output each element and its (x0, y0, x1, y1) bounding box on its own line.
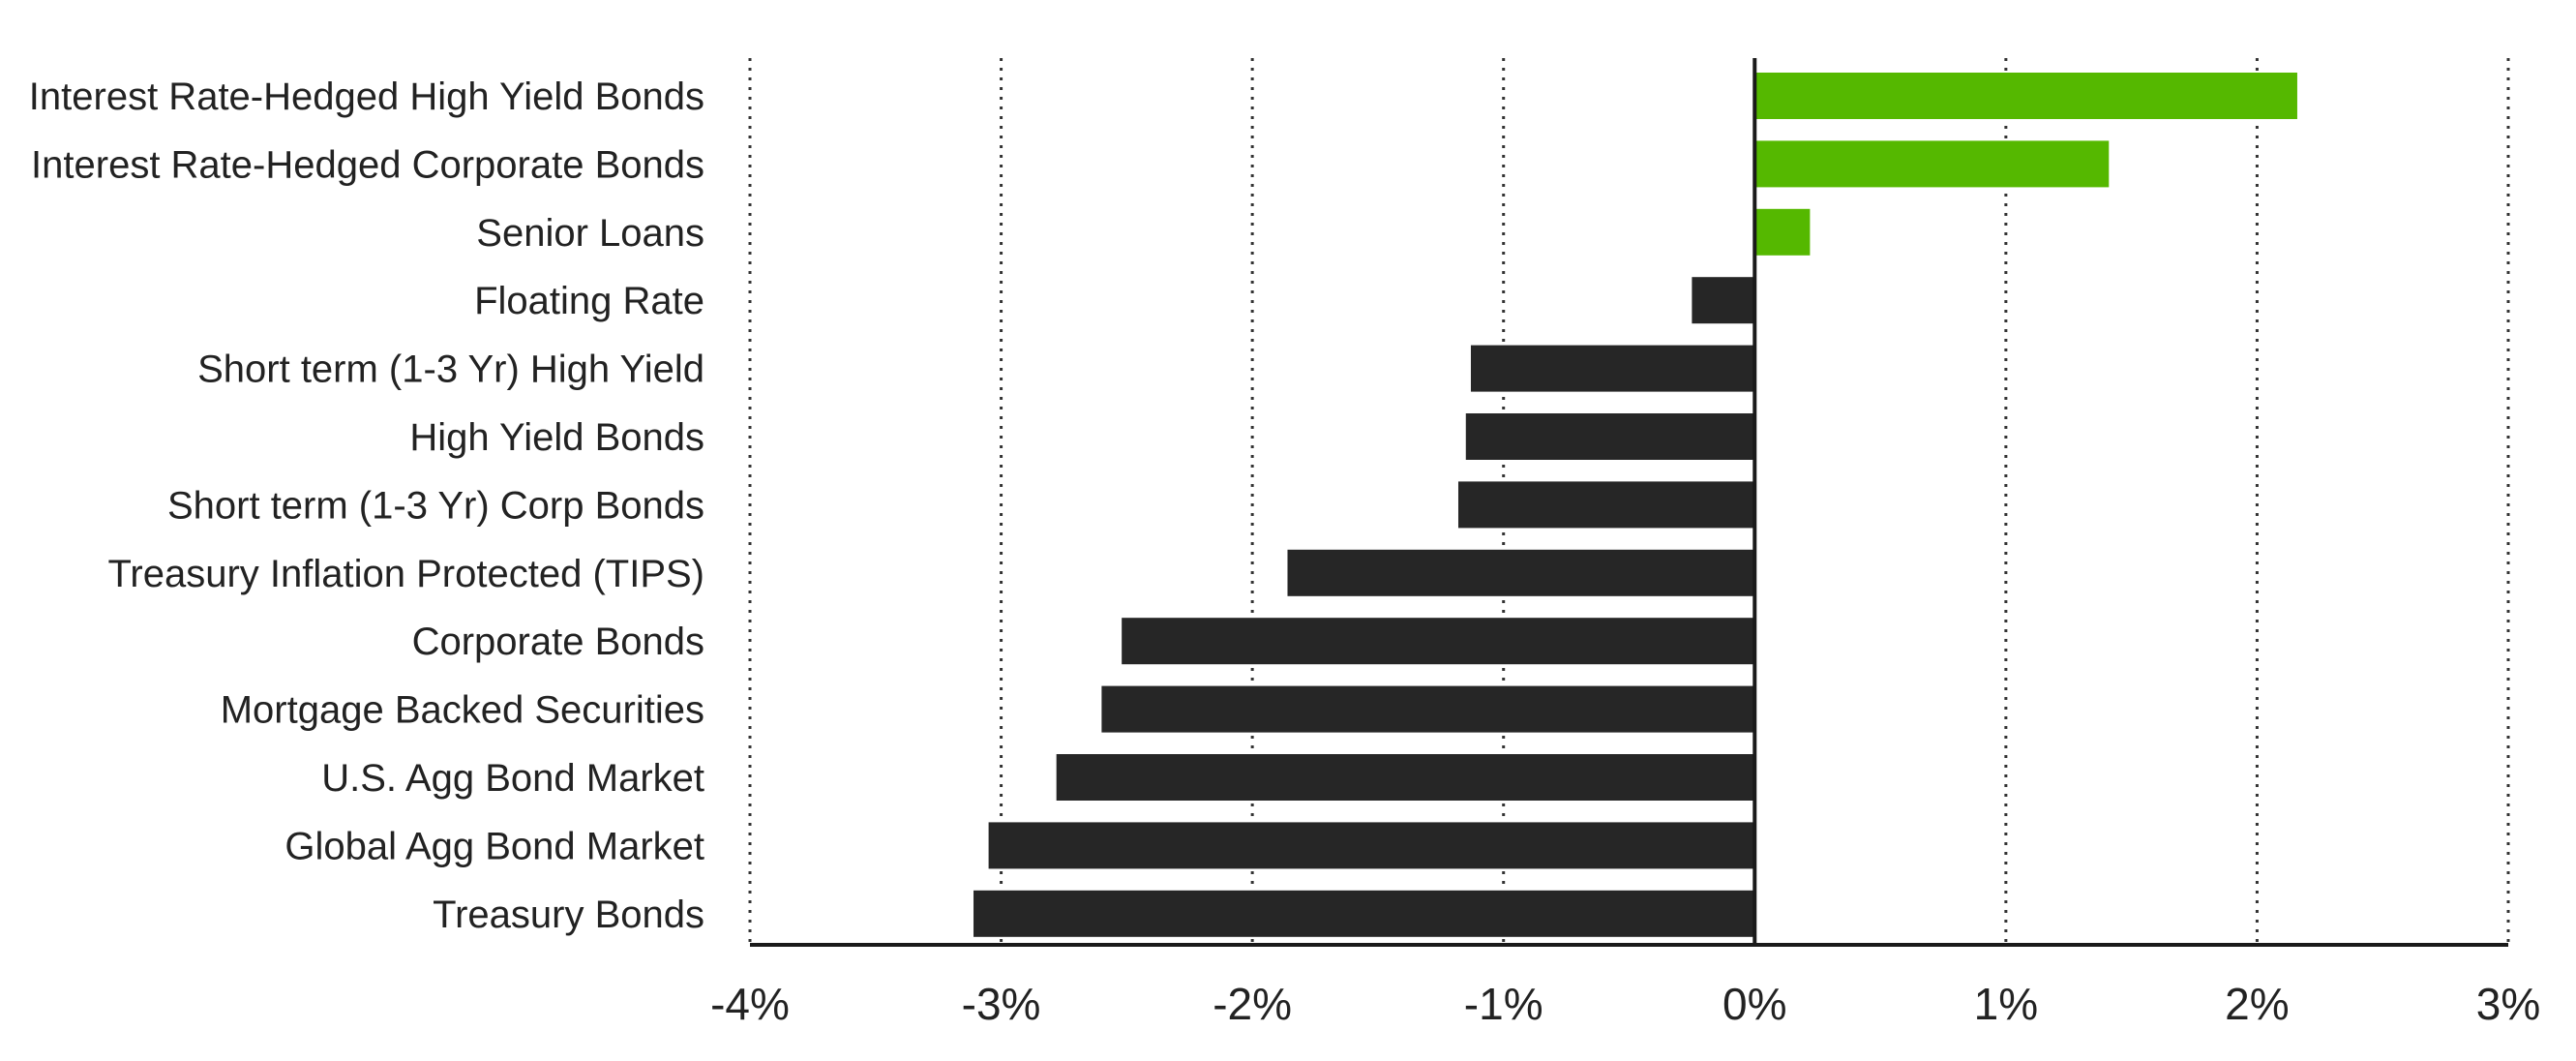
category-label: High Yield Bonds (409, 416, 704, 459)
x-tick-label: -3% (962, 979, 1041, 1029)
x-tick-label: 2% (2225, 979, 2289, 1029)
category-label: U.S. Agg Bond Market (321, 757, 704, 800)
category-label: Mortgage Backed Securities (221, 689, 704, 732)
bar (973, 890, 1755, 937)
bar (1101, 685, 1755, 733)
category-label: Interest Rate-Hedged Corporate Bonds (31, 143, 704, 186)
category-label: Treasury Inflation Protected (TIPS) (107, 553, 704, 595)
bar (1457, 481, 1755, 529)
bar (1287, 549, 1755, 596)
bar (1470, 345, 1755, 392)
category-label: Interest Rate-Hedged High Yield Bonds (29, 76, 704, 118)
x-tick-label: -4% (710, 979, 790, 1029)
bar (1754, 140, 2110, 188)
bar (1056, 754, 1755, 801)
x-tick-label: -2% (1213, 979, 1292, 1029)
bar (1465, 413, 1755, 460)
category-label: Short term (1-3 Yr) High Yield (197, 349, 704, 391)
x-tick-label: -1% (1464, 979, 1543, 1029)
bar (1692, 277, 1755, 324)
category-label: Floating Rate (474, 280, 704, 322)
category-label: Short term (1-3 Yr) Corp Bonds (167, 484, 704, 527)
category-label: Treasury Bonds (433, 894, 704, 936)
bar (1754, 208, 1811, 256)
category-label: Global Agg Bond Market (285, 825, 704, 867)
category-label: Senior Loans (476, 212, 704, 255)
category-label: Corporate Bonds (412, 621, 704, 663)
bar (988, 822, 1755, 869)
bar (1754, 73, 2297, 119)
bar (1122, 618, 1755, 665)
x-tick-label: 0% (1722, 979, 1786, 1029)
x-tick-label: 1% (1974, 979, 2038, 1029)
x-tick-label: 3% (2476, 979, 2540, 1029)
